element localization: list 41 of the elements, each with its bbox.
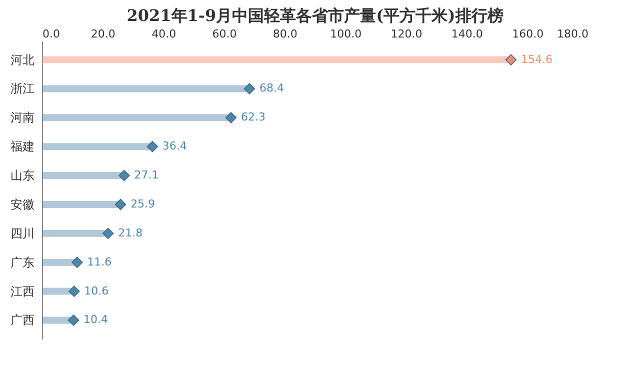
data-label: 62.3	[240, 110, 266, 124]
data-label: 25.9	[130, 197, 156, 210]
point	[118, 170, 130, 182]
y-tick-label: 山东	[10, 168, 34, 183]
data-label: 21.8	[118, 226, 143, 240]
data-label: 10.6	[84, 284, 109, 298]
x-tick-label: 160.0	[512, 28, 544, 40]
y-tick-label: 江西	[10, 284, 34, 298]
point	[68, 314, 80, 326]
data-label: 10.4	[84, 313, 108, 326]
point	[68, 286, 80, 297]
point	[72, 256, 83, 268]
point	[225, 112, 237, 124]
chart-title: 2021年1-9月中国轻革各省市产量(平方千米)排行榜	[126, 6, 504, 25]
data-label: 154.6	[520, 52, 552, 66]
point	[102, 228, 114, 240]
x-tick-label: 120.0	[390, 28, 422, 40]
x-tick-label: 180.0	[557, 28, 588, 40]
x-tick-label: 80.0	[272, 28, 298, 40]
point	[146, 140, 158, 152]
x-tick-label: 100.0	[330, 28, 362, 40]
y-tick-label: 广东	[10, 255, 34, 270]
point	[114, 198, 126, 210]
y-tick-label: 浙江	[10, 82, 34, 96]
x-tick-label: 140.0	[451, 28, 483, 40]
y-tick-label: 河北	[10, 52, 34, 67]
y-tick-label: 安徽	[10, 197, 34, 212]
data-label: 36.4	[162, 140, 187, 153]
y-tick-label: 福建	[10, 140, 34, 154]
point	[244, 83, 256, 94]
y-tick-label: 河南	[10, 110, 34, 125]
x-tick-label: 60.0	[212, 28, 237, 40]
y-tick-label: 广西	[10, 313, 34, 328]
data-label: 27.1	[134, 168, 159, 182]
y-tick-label: 四川	[10, 226, 34, 240]
x-tick-label: 0.0	[42, 28, 60, 40]
data-label: 11.6	[87, 255, 112, 268]
x-tick-label: 40.0	[152, 28, 176, 40]
data-label: 68.4	[259, 82, 284, 95]
point	[505, 54, 517, 66]
x-tick-label: 20.0	[90, 28, 116, 40]
